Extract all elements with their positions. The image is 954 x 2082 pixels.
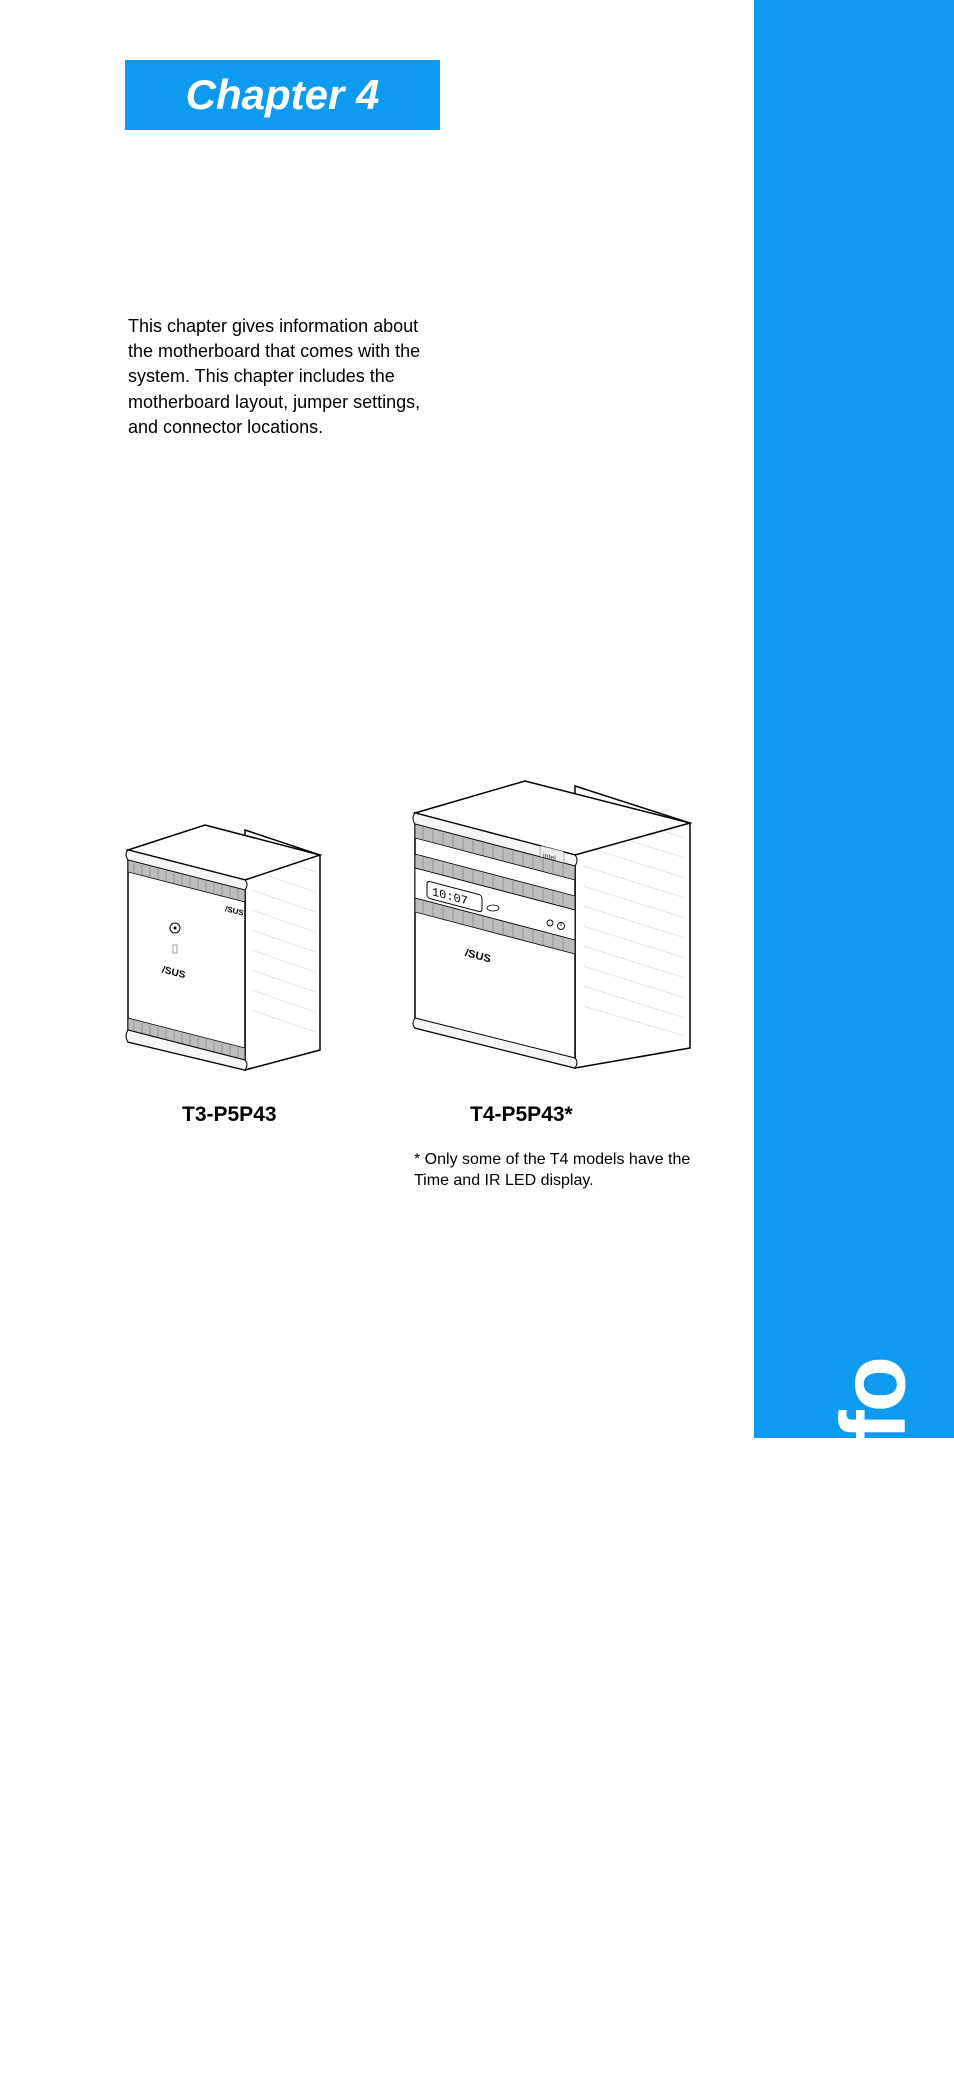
product-label-t3: T3-P5P43 — [182, 1103, 277, 1127]
chapter-badge: Chapter 4 — [125, 60, 440, 130]
product-image-t3: /SUS /SUS — [120, 820, 330, 1075]
chapter-description: This chapter gives information about the… — [128, 314, 438, 440]
product-label-t4: T4-P5P43* — [470, 1103, 573, 1127]
sidebar-title: Motherboard info — [821, 1358, 926, 2082]
footnote-text: * Only some of the T4 models have the Ti… — [414, 1150, 719, 1192]
product-image-t4: intel 10:07 — [405, 778, 700, 1075]
chapter-badge-label: Chapter 4 — [186, 71, 380, 119]
sidebar-bar — [754, 0, 954, 1438]
